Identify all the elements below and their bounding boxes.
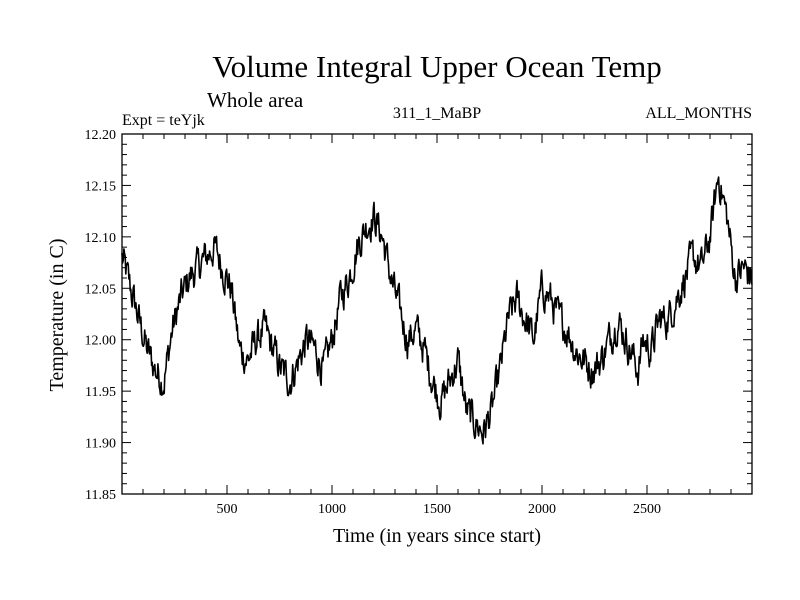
header-left: Expt = teYjk — [122, 112, 205, 129]
y-tick-label: 12.15 — [85, 179, 117, 194]
y-tick-label: 11.90 — [85, 437, 116, 452]
x-tick-label: 2000 — [528, 502, 556, 517]
y-axis-label: Temperature (in C) — [46, 239, 68, 392]
header-right: ALL_MONTHS — [645, 105, 752, 122]
plot-frame — [121, 133, 753, 495]
y-tick-label: 12.20 — [85, 128, 117, 143]
header-center: 311_1_MaBP — [393, 105, 481, 122]
y-tick-label: 11.85 — [85, 488, 116, 503]
x-tick-label: 1500 — [423, 502, 451, 517]
x-tick-label: 1000 — [318, 502, 346, 517]
series-layer — [121, 176, 753, 445]
y-tick-label: 11.95 — [85, 385, 116, 400]
y-tick-label: 12.10 — [85, 231, 117, 246]
chart-subtitle: Whole area — [207, 88, 304, 112]
chart-title: Volume Integral Upper Ocean Temp — [212, 49, 662, 84]
y-tick-label: 12.05 — [85, 282, 117, 297]
x-axis-label: Time (in years since start) — [333, 525, 541, 547]
axes-group: 500 1000 1500 2000 2500 11.85 11.90 11.95 12.00 1… — [85, 128, 753, 517]
series-line — [121, 176, 753, 445]
y-tick-label: 12.00 — [85, 334, 117, 349]
x-tick-label: 500 — [217, 502, 238, 517]
x-tick-label: 2500 — [633, 502, 661, 517]
